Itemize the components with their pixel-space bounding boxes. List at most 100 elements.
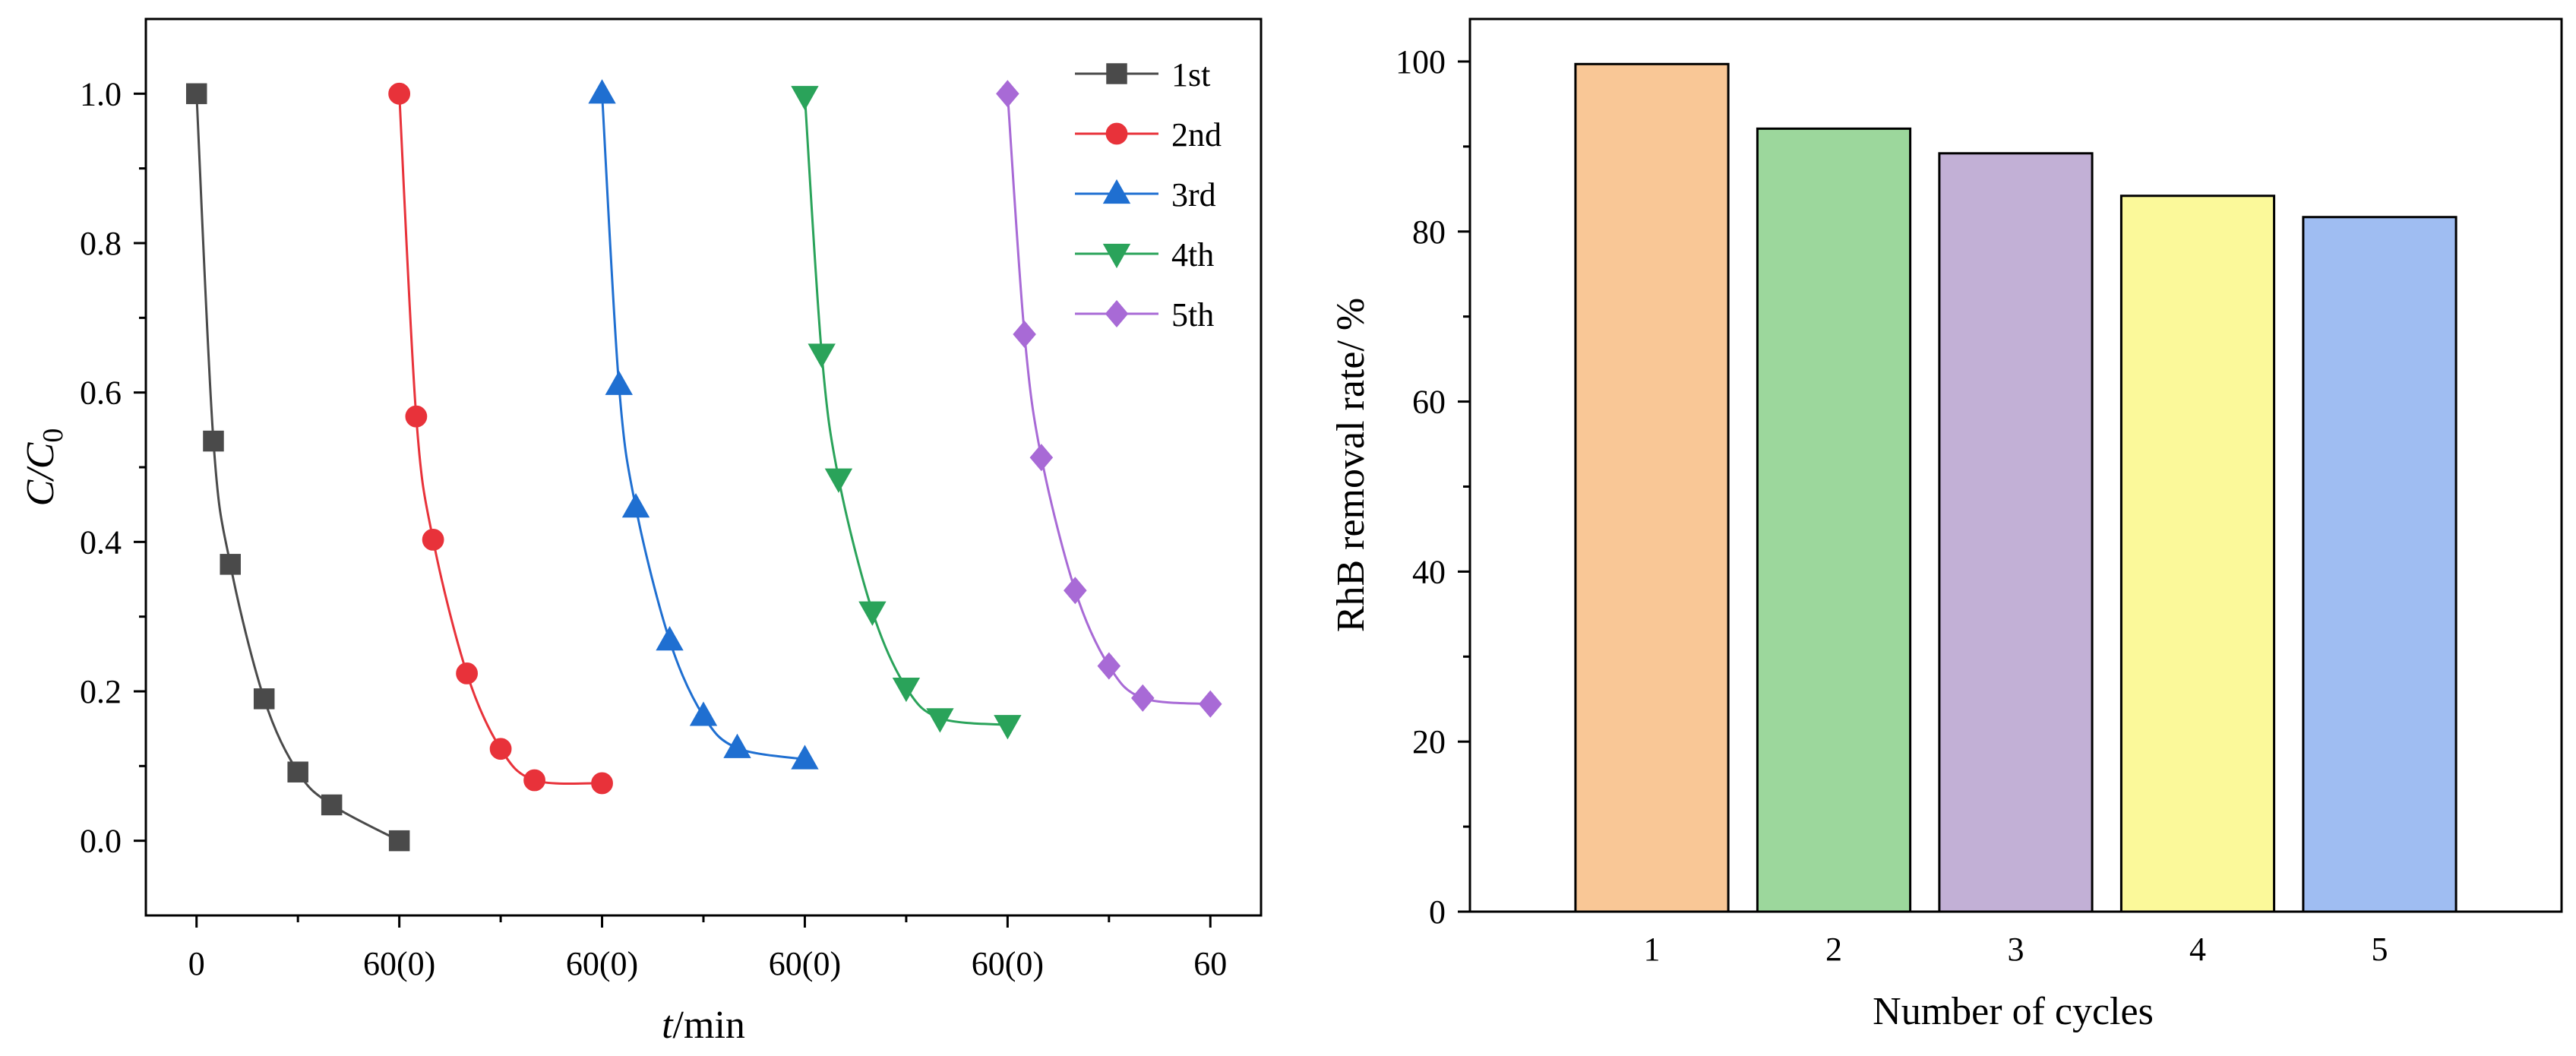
- square-marker: [321, 794, 343, 816]
- left-y-tick-label: 0.0: [80, 823, 122, 860]
- triangle-down-marker: [808, 343, 836, 368]
- right-y-tick-label: 100: [1395, 43, 1446, 81]
- cycle-kinetics-chart: 0.0 0.2 0.4 0.6 0.8 1.0 0 60(0) 60(0) 60(0) 60(0)…: [19, 17, 1263, 1047]
- left-y-tick-label: 1.0: [80, 75, 122, 112]
- series-1st: [185, 83, 410, 852]
- circle-marker: [1105, 122, 1128, 145]
- legend-item-1st: 1st: [1075, 56, 1210, 93]
- circle-marker: [405, 405, 428, 428]
- left-x-axis-title: t/min: [662, 1004, 745, 1047]
- bar-cycle-2: [1756, 127, 1912, 913]
- right-y-tick-label: 60: [1412, 384, 1446, 421]
- left-y-tick-label: 0.4: [80, 523, 122, 561]
- right-x-tick-label: 2: [1825, 931, 1842, 968]
- triangle-down-marker: [994, 715, 1022, 740]
- legend-item-2nd: 2nd: [1075, 116, 1222, 153]
- right-x-tick-label: 5: [2372, 931, 2388, 968]
- diamond-marker: [1064, 577, 1087, 605]
- diamond-marker: [996, 80, 1019, 108]
- right-y-tick-label: 40: [1412, 553, 1446, 590]
- legend-label: 4th: [1171, 236, 1214, 273]
- triangle-down-marker: [1102, 243, 1131, 269]
- right-y-axis: 0 20 40 60 80 100: [1395, 43, 1470, 931]
- legend: 1st 2nd 3rd 4th 5th: [1075, 56, 1222, 334]
- left-plot-frame: [144, 17, 1263, 917]
- right-y-tick-label: 20: [1412, 723, 1446, 760]
- circle-marker: [456, 662, 479, 685]
- triangle-down-marker: [824, 468, 853, 493]
- right-x-tick-label: 1: [1644, 931, 1661, 968]
- bar-cycle-4: [2119, 194, 2276, 913]
- removal-rate-chart: 0 20 40 60 80 100 1 2 3 4 5 Number of cycles RhB …: [1329, 17, 2563, 1033]
- triangle-up-marker: [588, 79, 616, 104]
- right-x-axis-title: Number of cycles: [1873, 990, 2154, 1033]
- circle-marker: [388, 82, 411, 105]
- series-line: [803, 96, 1008, 726]
- square-marker: [253, 688, 275, 710]
- square-marker: [1106, 63, 1127, 84]
- legend-label: 5th: [1171, 296, 1214, 334]
- square-marker: [220, 554, 241, 575]
- circle-marker: [422, 528, 444, 551]
- bars: [1574, 62, 2457, 913]
- right-y-tick-label: 0: [1429, 893, 1446, 931]
- triangle-down-marker: [791, 86, 819, 111]
- diamond-marker: [1013, 320, 1036, 349]
- legend-label: 1st: [1171, 56, 1210, 93]
- left-x-tick-label: 60(0): [566, 945, 638, 982]
- right-x-axis: 1 2 3 4 5: [1644, 931, 2388, 968]
- left-x-axis: 0 60(0) 60(0) 60(0) 60(0) 60: [188, 915, 1227, 982]
- triangle-up-marker: [605, 370, 633, 395]
- square-marker: [185, 83, 207, 105]
- diamond-marker: [1097, 652, 1121, 680]
- circle-marker: [523, 769, 545, 792]
- square-marker: [287, 761, 308, 783]
- left-x-tick-label: 0: [188, 945, 205, 982]
- series-3rd: [588, 79, 819, 770]
- legend-label: 2nd: [1171, 116, 1222, 153]
- square-marker: [388, 830, 410, 852]
- right-y-axis-title: RhB removal rate/ %: [1329, 298, 1373, 632]
- diamond-marker: [1198, 690, 1222, 718]
- diamond-marker: [1131, 684, 1155, 712]
- bar-cycle-1: [1574, 62, 1730, 913]
- bar-cycle-5: [2302, 216, 2457, 913]
- circle-marker: [591, 772, 613, 795]
- square-marker: [203, 430, 224, 452]
- left-y-tick-label: 0.8: [80, 225, 122, 262]
- triangle-up-marker: [723, 733, 751, 758]
- triangle-up-marker: [656, 626, 684, 651]
- triangle-down-marker: [858, 601, 887, 626]
- triangle-up-marker: [791, 745, 819, 770]
- series-line: [398, 93, 602, 786]
- left-series: [185, 79, 1222, 852]
- diamond-marker: [1029, 444, 1054, 472]
- series-2nd: [388, 82, 613, 795]
- circle-marker: [489, 738, 512, 760]
- triangle-down-marker: [926, 708, 954, 733]
- left-x-tick-label: 60(0): [769, 945, 841, 982]
- left-x-tick-label: 60(0): [363, 945, 435, 982]
- triangle-up-marker: [1102, 179, 1131, 204]
- left-x-tick-label: 60: [1193, 945, 1227, 982]
- legend-item-4th: 4th: [1075, 236, 1214, 273]
- left-y-tick-label: 0.2: [80, 673, 122, 710]
- series-5th: [996, 80, 1222, 718]
- triangle-down-marker: [892, 677, 921, 703]
- diamond-marker: [1105, 299, 1129, 328]
- triangle-up-marker: [689, 701, 718, 726]
- right-y-tick-label: 80: [1412, 213, 1446, 251]
- left-x-tick-label: 60(0): [972, 945, 1044, 982]
- bar-cycle-3: [1938, 152, 2094, 913]
- series-line: [195, 93, 400, 842]
- left-y-tick-label: 0.6: [80, 375, 122, 412]
- series-4th: [791, 86, 1022, 740]
- right-x-tick-label: 3: [2008, 931, 2024, 968]
- triangle-up-marker: [621, 493, 650, 518]
- legend-item-5th: 5th: [1075, 296, 1214, 334]
- left-y-axis-title: C/C0: [19, 428, 69, 507]
- series-line: [601, 93, 805, 760]
- legend-item-3rd: 3rd: [1075, 176, 1216, 213]
- right-x-tick-label: 4: [2189, 931, 2206, 968]
